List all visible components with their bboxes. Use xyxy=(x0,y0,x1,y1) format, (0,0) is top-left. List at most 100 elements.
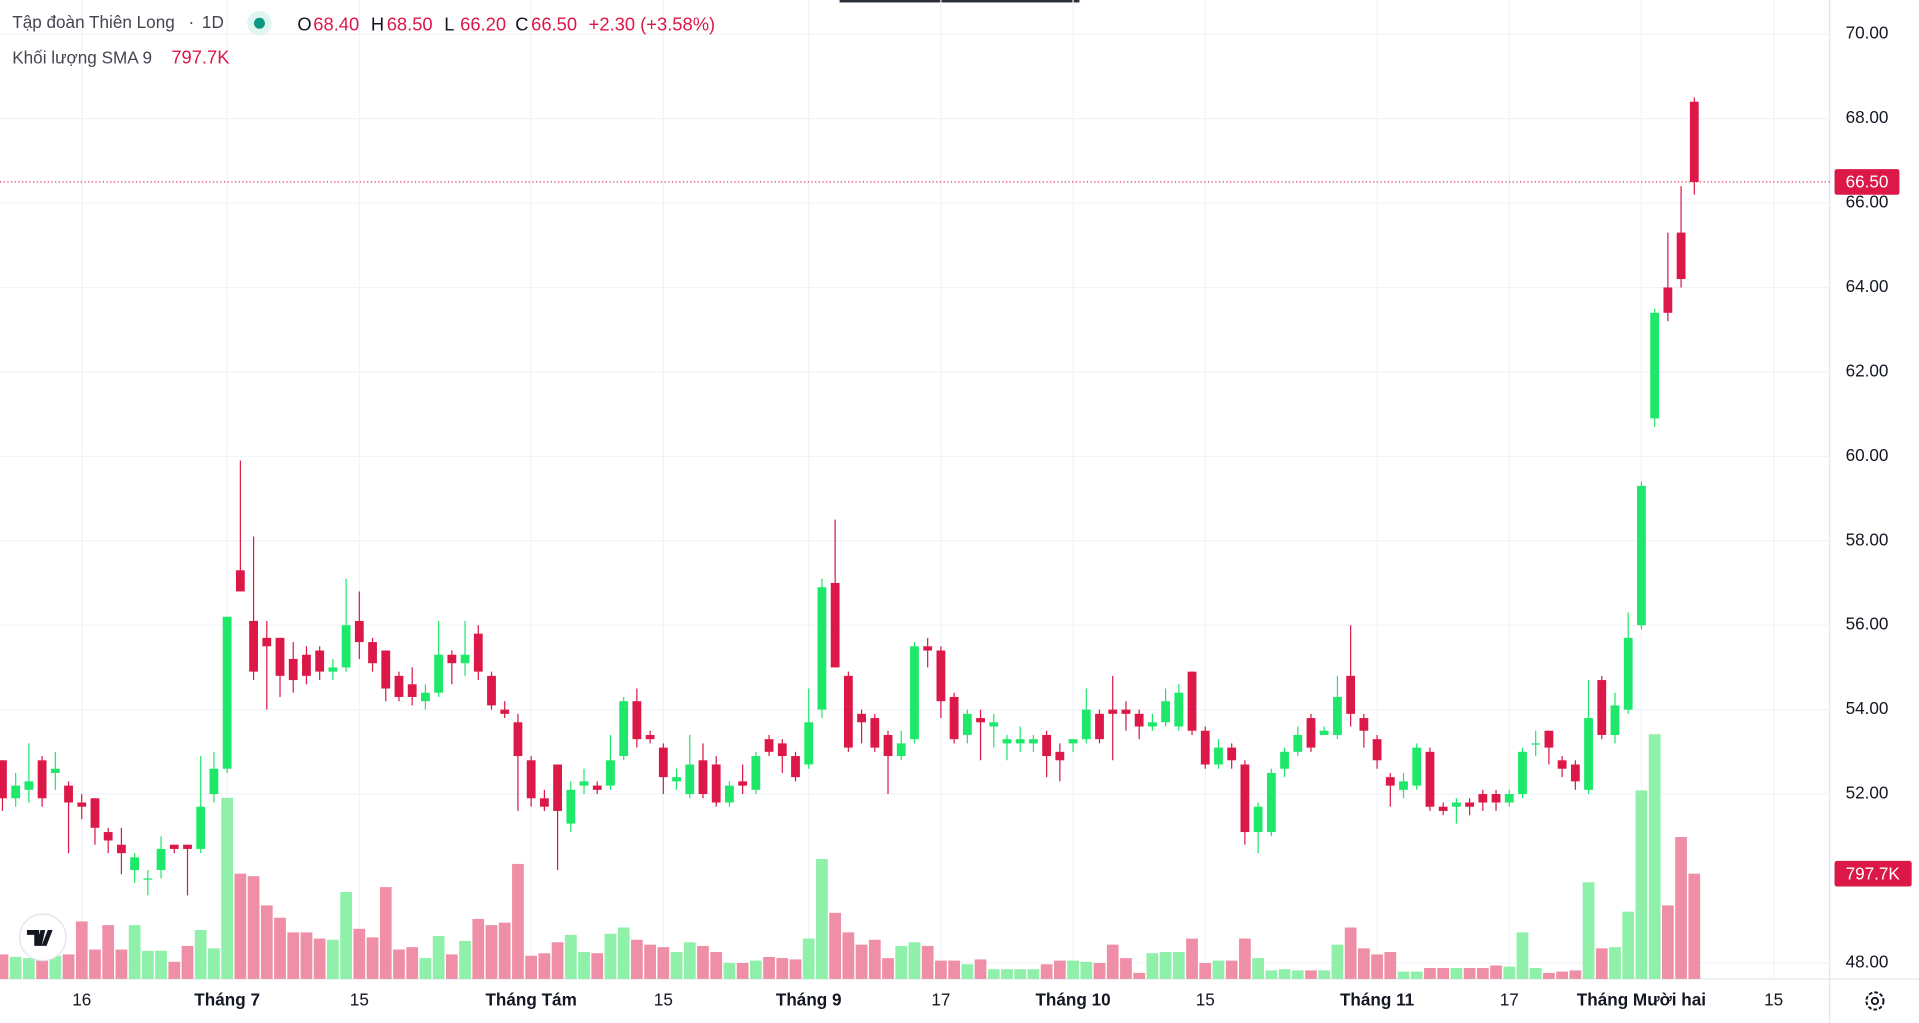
candle-body xyxy=(209,768,219,795)
candle-body xyxy=(1557,760,1567,769)
volume-bar xyxy=(340,892,352,979)
volume-bar xyxy=(1503,966,1516,979)
volume-bar xyxy=(617,927,630,979)
plot xyxy=(0,97,1830,979)
volume-bar xyxy=(89,949,101,979)
y-tick-label: 58.00 xyxy=(1846,529,1889,549)
candle-body xyxy=(804,722,814,765)
volume-bar xyxy=(1582,882,1595,979)
legend: Tập đoàn Thiên Long · 1D O 68.40 H 68.50 L 66… xyxy=(12,11,715,68)
candle-body xyxy=(117,844,126,854)
candle-body xyxy=(566,789,576,824)
candle-body xyxy=(685,764,695,795)
candle-body xyxy=(1570,764,1580,782)
volume-bar xyxy=(1239,938,1251,979)
candle-body xyxy=(77,802,87,807)
volume-bar xyxy=(1595,948,1608,979)
volume-bar xyxy=(1476,967,1489,979)
volume-bar xyxy=(75,921,88,979)
volume-bar xyxy=(736,962,749,979)
candle-body xyxy=(1042,734,1052,757)
volume-bar xyxy=(366,937,379,979)
candle-body xyxy=(1200,730,1210,765)
ohlc-value: 66.50 xyxy=(531,14,577,35)
candle-body xyxy=(949,696,959,740)
volume-bar xyxy=(1450,967,1463,979)
candle-body xyxy=(843,675,853,748)
volume-bar xyxy=(128,925,141,979)
settings-button[interactable] xyxy=(1865,991,1885,1011)
x-tick-label: 15 xyxy=(1764,990,1783,1010)
volume-bar xyxy=(327,939,339,979)
ohlc-key: H xyxy=(371,14,384,35)
volume-bar xyxy=(1106,944,1119,979)
volume-bar xyxy=(1212,960,1225,979)
volume-bar xyxy=(287,932,300,979)
candle-body xyxy=(183,844,192,849)
x-tick-label: 15 xyxy=(654,990,673,1010)
volume-bar xyxy=(1344,927,1357,979)
volume-bar xyxy=(1146,953,1159,979)
volume-bar xyxy=(1529,967,1542,979)
candle-body xyxy=(1280,751,1289,769)
volume-bar xyxy=(1199,962,1212,979)
candle-body xyxy=(24,781,34,790)
candle-body xyxy=(447,654,457,664)
volume-bar xyxy=(908,942,921,979)
candle-body xyxy=(37,760,47,799)
volume-bar xyxy=(1265,970,1278,979)
candle-body xyxy=(1544,730,1554,748)
volume-bar xyxy=(23,958,35,979)
volume-bar xyxy=(710,952,723,979)
volume-bar xyxy=(657,947,670,979)
volume-bar xyxy=(723,962,736,979)
volume-bar xyxy=(155,950,167,979)
volume-bar xyxy=(1397,971,1410,979)
candle-body xyxy=(275,637,285,676)
volume-bar xyxy=(247,876,260,979)
candle-body xyxy=(1002,739,1012,744)
candle-body xyxy=(962,713,972,735)
y-tick-label: 62.00 xyxy=(1846,360,1889,380)
volume-bar xyxy=(683,942,696,979)
ohlc-key: L xyxy=(444,14,454,35)
candle-body xyxy=(196,806,206,849)
volume-bar xyxy=(974,959,987,979)
candle-body xyxy=(1266,772,1276,833)
volume-bar xyxy=(525,955,538,979)
volume-bar xyxy=(472,918,485,979)
candle-body xyxy=(1147,722,1157,727)
volume-bar xyxy=(49,955,62,979)
x-tick-label: 15 xyxy=(350,990,369,1010)
candle-body xyxy=(1253,806,1263,833)
candle-body xyxy=(1187,671,1197,731)
volume-bar xyxy=(802,938,815,979)
volume-bar xyxy=(1490,965,1502,979)
volume-bar xyxy=(1080,961,1093,979)
gear-outer xyxy=(1865,991,1885,1011)
volume-bar xyxy=(1384,952,1397,979)
candle-body xyxy=(1095,713,1104,740)
candle-body xyxy=(1584,718,1593,790)
volume-bar xyxy=(313,938,326,979)
volume-bar xyxy=(987,969,1000,979)
candle-body xyxy=(1015,739,1025,744)
volume-study-label: Khối lượng SMA 9 xyxy=(12,47,152,67)
volume-bar xyxy=(1067,960,1079,979)
candle-body xyxy=(1174,692,1184,727)
volume-bar xyxy=(935,960,947,979)
candle-body xyxy=(315,650,325,672)
candle-body xyxy=(368,642,377,664)
volume-bar xyxy=(9,956,22,979)
ohlc-value: 66.20 xyxy=(460,14,506,35)
volume-bar xyxy=(1424,967,1436,979)
volume-bar xyxy=(445,954,458,979)
candle-body xyxy=(1333,696,1342,735)
volume-sma-tag xyxy=(1834,860,1912,887)
tradingview-logo[interactable] xyxy=(18,913,67,962)
volume-bar xyxy=(1371,954,1383,979)
last-price-label: 66.50 xyxy=(1846,172,1889,192)
volume-bar xyxy=(1027,969,1040,979)
volume-bar xyxy=(1357,948,1370,979)
x-tick-label: 17 xyxy=(1500,990,1519,1010)
